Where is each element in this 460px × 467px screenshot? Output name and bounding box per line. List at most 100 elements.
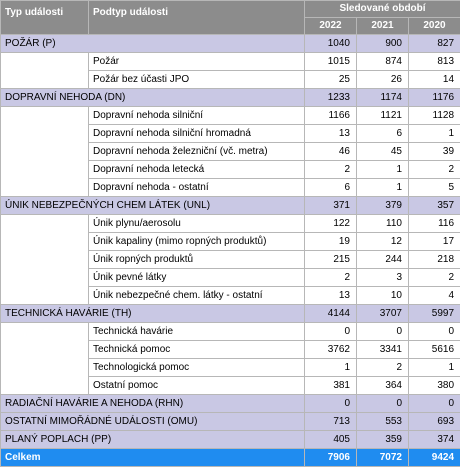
subtype-name: Únik pevné látky	[89, 269, 305, 287]
value-2021: 244	[357, 251, 409, 269]
subtype-name: Dopravní nehoda železniční (vč. metra)	[89, 143, 305, 161]
value-2022: 1	[305, 359, 357, 377]
subtype-name: Únik plynu/aerosolu	[89, 215, 305, 233]
subtype-name: Únik ropných produktů	[89, 251, 305, 269]
value-2020: 5616	[409, 341, 460, 359]
category-name: DOPRAVNÍ NEHODA (DN)	[1, 89, 305, 107]
value-2020: 39	[409, 143, 460, 161]
value-2020: 4	[409, 287, 460, 305]
subtype-name: Technická pomoc	[89, 341, 305, 359]
value-2022: 1015	[305, 53, 357, 71]
value-2020: 14	[409, 71, 460, 89]
value-2020: 5997	[409, 305, 460, 323]
subtype-name: Technická havárie	[89, 323, 305, 341]
value-2020: 357	[409, 197, 460, 215]
value-2021: 3707	[357, 305, 409, 323]
value-2022: 1040	[305, 35, 357, 53]
value-2021: 359	[357, 431, 409, 449]
value-2020: 218	[409, 251, 460, 269]
value-2022: 215	[305, 251, 357, 269]
empty-type-cell	[1, 107, 89, 197]
subtype-name: Požár bez účasti JPO	[89, 71, 305, 89]
value-2020: 9424	[409, 449, 460, 467]
value-2021: 1	[357, 179, 409, 197]
subtype-name: Únik kapaliny (mimo ropných produktů)	[89, 233, 305, 251]
category-name: OSTATNÍ MIMOŘÁDNÉ UDÁLOSTI (OMU)	[1, 413, 305, 431]
value-2020: 5	[409, 179, 460, 197]
value-2021: 0	[357, 395, 409, 413]
subtype-name: Dopravní nehoda silniční hromadná	[89, 125, 305, 143]
value-2021: 1174	[357, 89, 409, 107]
subtype-name: Únik nebezpečné chem. látky - ostatní	[89, 287, 305, 305]
value-2020: 827	[409, 35, 460, 53]
header-type: Typ události	[1, 1, 89, 35]
value-2020: 1	[409, 359, 460, 377]
value-2022: 381	[305, 377, 357, 395]
value-2020: 813	[409, 53, 460, 71]
value-2022: 0	[305, 395, 357, 413]
value-2021: 110	[357, 215, 409, 233]
category-name: PLANÝ POPLACH (PP)	[1, 431, 305, 449]
value-2022: 405	[305, 431, 357, 449]
value-2021: 2	[357, 359, 409, 377]
subtype-name: Ostatní pomoc	[89, 377, 305, 395]
value-2021: 12	[357, 233, 409, 251]
value-2022: 46	[305, 143, 357, 161]
category-name: RADIAČNÍ HAVÁRIE A NEHODA (RHN)	[1, 395, 305, 413]
value-2022: 7906	[305, 449, 357, 467]
value-2020: 0	[409, 395, 460, 413]
empty-type-cell	[1, 323, 89, 395]
value-2021: 1121	[357, 107, 409, 125]
value-2022: 122	[305, 215, 357, 233]
value-2021: 26	[357, 71, 409, 89]
value-2021: 364	[357, 377, 409, 395]
value-2020: 1128	[409, 107, 460, 125]
empty-type-cell	[1, 53, 89, 89]
value-2022: 371	[305, 197, 357, 215]
value-2020: 1176	[409, 89, 460, 107]
total-label: Celkem	[1, 449, 305, 467]
value-2021: 0	[357, 323, 409, 341]
subtype-name: Dopravní nehoda silniční	[89, 107, 305, 125]
category-name: TECHNICKÁ HAVÁRIE (TH)	[1, 305, 305, 323]
header-subtype: Podtyp události	[89, 1, 305, 35]
empty-type-cell	[1, 215, 89, 305]
value-2021: 7072	[357, 449, 409, 467]
value-2021: 6	[357, 125, 409, 143]
category-name: POŽÁR (P)	[1, 35, 305, 53]
value-2020: 1	[409, 125, 460, 143]
value-2022: 2	[305, 269, 357, 287]
value-2022: 1233	[305, 89, 357, 107]
value-2021: 10	[357, 287, 409, 305]
value-2020: 0	[409, 323, 460, 341]
value-2020: 116	[409, 215, 460, 233]
value-2022: 13	[305, 125, 357, 143]
value-2021: 379	[357, 197, 409, 215]
header-period: Sledované období	[305, 1, 460, 18]
value-2021: 45	[357, 143, 409, 161]
value-2022: 713	[305, 413, 357, 431]
header-year-2021: 2021	[357, 18, 409, 35]
subtype-name: Dopravní nehoda - ostatní	[89, 179, 305, 197]
subtype-name: Dopravní nehoda letecká	[89, 161, 305, 179]
header-year-2022: 2022	[305, 18, 357, 35]
value-2022: 19	[305, 233, 357, 251]
value-2022: 1166	[305, 107, 357, 125]
value-2021: 3	[357, 269, 409, 287]
value-2020: 17	[409, 233, 460, 251]
value-2020: 380	[409, 377, 460, 395]
category-name: ÚNIK NEBEZPEČNÝCH CHEM LÁTEK (UNL)	[1, 197, 305, 215]
value-2022: 25	[305, 71, 357, 89]
value-2022: 2	[305, 161, 357, 179]
value-2022: 6	[305, 179, 357, 197]
